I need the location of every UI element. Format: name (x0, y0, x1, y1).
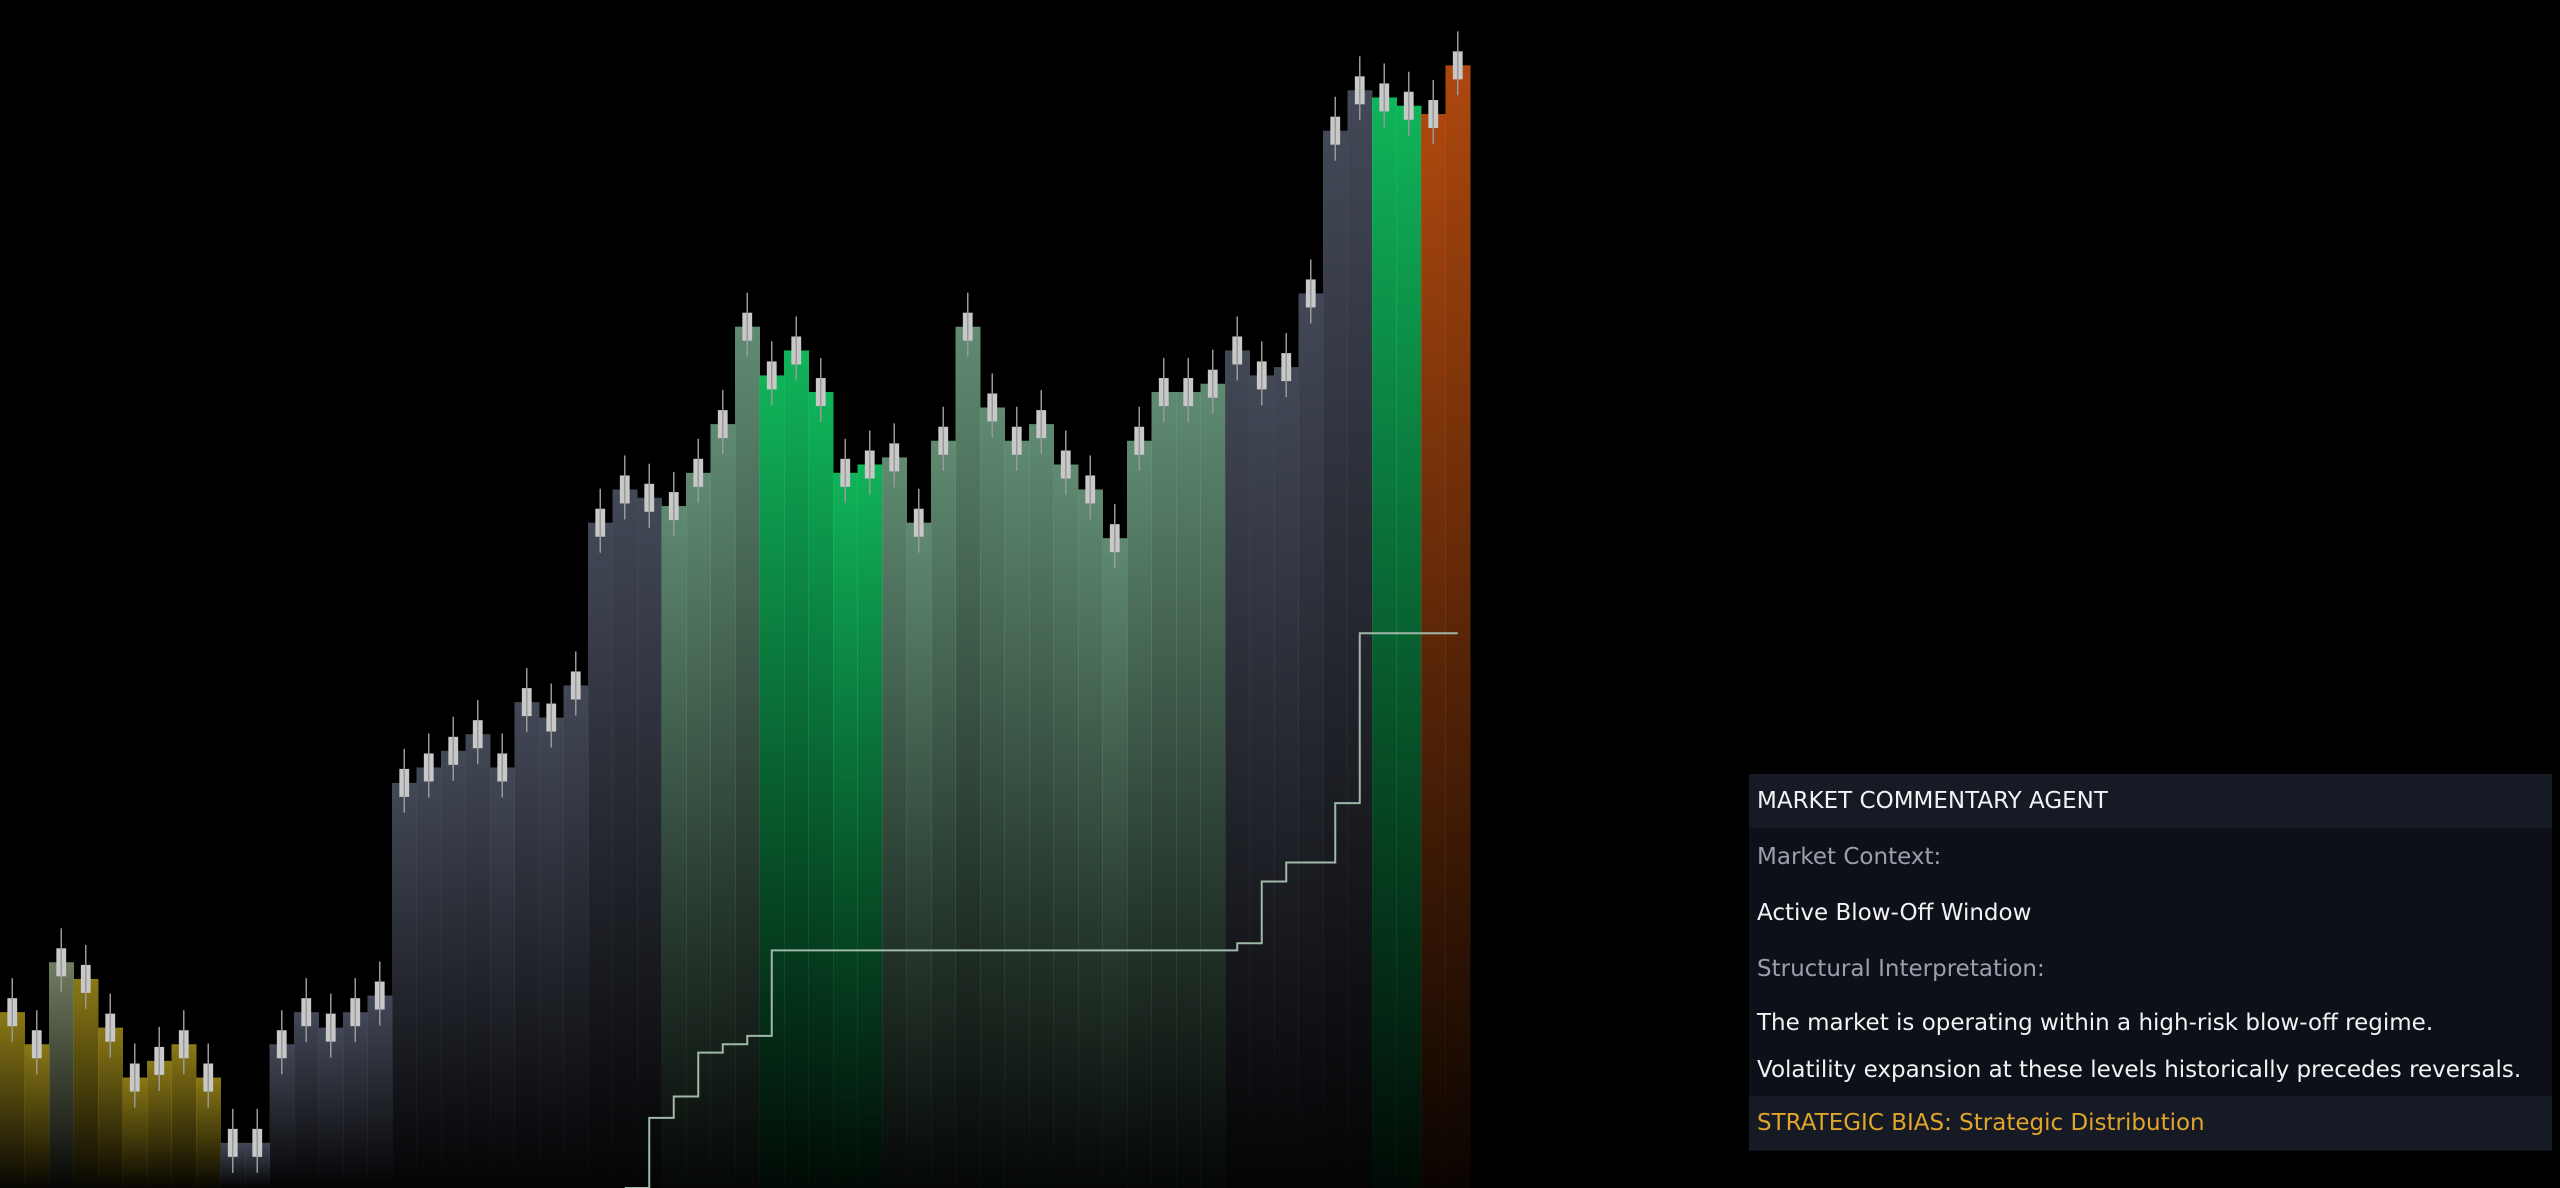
area-bar (1298, 293, 1324, 1188)
area-bar (563, 685, 589, 1188)
area-bar (514, 702, 540, 1188)
area-bar (1004, 440, 1030, 1188)
area-bar (392, 782, 417, 1188)
area-bar (588, 522, 613, 1188)
area-bar (980, 407, 1005, 1188)
trail-line (624, 632, 1458, 1188)
commentary-panel: MARKET COMMENTARY AGENT Market Context: … (1749, 774, 2552, 1151)
interpretation-line: Volatility expansion at these levels his… (1757, 1057, 2522, 1083)
area-bar (857, 464, 883, 1188)
area-bar (1225, 350, 1250, 1188)
area-bar (955, 326, 981, 1188)
area-bar (710, 424, 736, 1188)
area-bar (1396, 105, 1422, 1188)
area-bar (441, 750, 466, 1188)
area-bar (539, 717, 564, 1188)
area-bar (490, 767, 515, 1188)
area-bar (1249, 375, 1275, 1188)
area-bar (1421, 114, 1446, 1188)
area-bar (759, 375, 785, 1188)
area-bar (1200, 383, 1226, 1188)
area-bar (367, 995, 393, 1188)
area-bar (465, 734, 491, 1188)
bias: STRATEGIC BIAS: Strategic Distribution (1749, 1096, 2552, 1150)
area-bar (49, 962, 74, 1188)
area-bar (661, 506, 687, 1188)
context: Active Blow-Off Window (1757, 900, 2032, 926)
area-bar (1151, 392, 1177, 1188)
area-bar (637, 497, 662, 1188)
area-bar (1323, 130, 1348, 1188)
interpretation-label: Structural Interpretation: (1757, 956, 2045, 982)
area-bar (906, 522, 932, 1188)
area-bar (73, 978, 99, 1188)
area-bar (1053, 464, 1079, 1188)
area-bar (735, 326, 760, 1188)
area-bar (833, 472, 858, 1188)
area-bar (1078, 489, 1103, 1188)
area-bar (416, 767, 442, 1188)
area-bar (1102, 538, 1128, 1188)
area-bar (612, 489, 638, 1188)
area-bar (1029, 424, 1054, 1188)
area-bar (1274, 367, 1299, 1188)
area-bar (1127, 440, 1152, 1188)
area-bar (1445, 65, 1471, 1188)
panel-title: MARKET COMMENTARY AGENT (1749, 774, 2552, 828)
area-bar (1176, 392, 1201, 1188)
interpretation-line: The market is operating within a high-ri… (1757, 1010, 2434, 1036)
area-bar (808, 392, 834, 1188)
area-bar (784, 350, 809, 1188)
area-bar (882, 457, 907, 1188)
area-bar (1372, 97, 1397, 1188)
area-bar (931, 440, 956, 1188)
context-label: Market Context: (1757, 844, 1942, 870)
